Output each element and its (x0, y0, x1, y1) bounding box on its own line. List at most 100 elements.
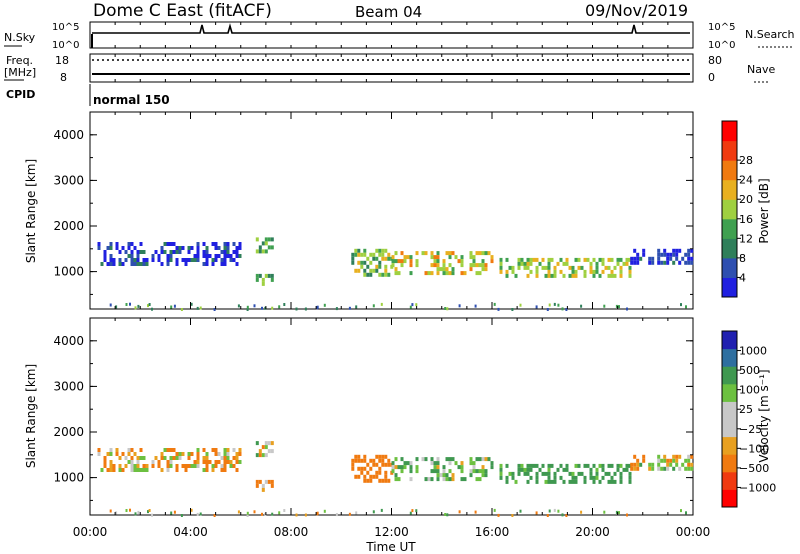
data-cell (616, 261, 620, 266)
data-cell (166, 262, 170, 266)
data-cell (451, 457, 455, 462)
data-cell (628, 463, 632, 468)
data-cell (630, 466, 634, 471)
data-cell (526, 257, 530, 262)
data-cell (403, 259, 407, 264)
data-cell (172, 448, 176, 452)
data-cell (232, 464, 236, 468)
data-cell (595, 265, 599, 270)
data-cell (142, 468, 146, 472)
data-cell (684, 458, 688, 463)
freq-tick-top: 18 (55, 54, 69, 67)
data-cell (157, 460, 161, 464)
data-cell (669, 256, 673, 261)
data-cell (316, 305, 319, 309)
data-cell (323, 509, 326, 513)
data-cell (577, 463, 581, 468)
data-cell (592, 257, 596, 262)
colorbar-tick-label: 500 (739, 364, 760, 377)
data-cell (541, 463, 545, 468)
data-cell (235, 250, 239, 254)
data-cell (400, 263, 404, 268)
data-cell (160, 250, 164, 254)
data-cell (430, 457, 434, 462)
data-cell (613, 471, 617, 476)
data-cell (363, 248, 367, 253)
data-cell (454, 255, 458, 260)
data-cell (187, 464, 191, 468)
data-cell (469, 255, 473, 260)
data-cell (610, 463, 614, 468)
data-cell (187, 456, 191, 460)
data-cell (675, 454, 679, 459)
colorbar-segment (722, 436, 737, 455)
data-cell (415, 263, 419, 268)
data-cell (232, 250, 236, 254)
data-cell (595, 471, 599, 476)
data-cell (109, 509, 112, 513)
data-cell (547, 265, 551, 270)
data-cell (133, 262, 137, 266)
data-cell (387, 256, 391, 261)
data-cell (499, 257, 503, 262)
data-cell (175, 250, 179, 254)
data-cell (223, 250, 227, 254)
data-cell (226, 448, 230, 452)
data-cell (270, 483, 274, 488)
data-cell (445, 251, 449, 256)
data-cell (535, 273, 539, 278)
data-cell (255, 277, 259, 282)
data-cell (354, 248, 358, 253)
data-cell (357, 474, 361, 479)
data-cell (436, 469, 440, 474)
data-cell (375, 454, 379, 459)
data-cell (378, 272, 382, 277)
x-tick-label: 12:00 (374, 525, 409, 539)
data-cell (687, 462, 691, 467)
data-cell (535, 471, 539, 476)
data-cell (184, 258, 188, 262)
data-cell (546, 514, 549, 517)
data-cell (672, 252, 676, 257)
data-cell (261, 277, 265, 282)
data-cell (508, 471, 512, 476)
data-cell (481, 469, 485, 474)
data-cell (270, 441, 274, 446)
data-cell (351, 466, 355, 471)
colorbar-segment (722, 160, 737, 181)
data-cell (375, 268, 379, 273)
data-cell (232, 242, 236, 246)
freq-tick-bottom: 8 (60, 71, 67, 84)
data-cell (267, 273, 271, 278)
data-cell (109, 448, 113, 452)
data-cell (160, 452, 164, 456)
data-cell (526, 273, 530, 278)
data-cell (381, 272, 385, 277)
data-cell (553, 302, 556, 306)
data-cell (433, 259, 437, 264)
data-cell (642, 248, 646, 253)
data-cell (433, 465, 437, 470)
data-cell (526, 479, 530, 484)
colorbar-tick-label: 12 (739, 232, 753, 245)
data-cell (657, 256, 661, 261)
nave-tick-top: 80 (708, 54, 722, 67)
data-cell (607, 257, 611, 262)
data-cell (400, 469, 404, 474)
data-cell (354, 474, 358, 479)
data-cell (487, 251, 491, 256)
data-cell (258, 479, 262, 484)
data-cell (574, 257, 578, 262)
data-cell (595, 261, 599, 266)
data-cell (261, 445, 265, 450)
data-cell (220, 250, 224, 254)
colorbar-tick-label: 1000 (739, 345, 767, 358)
data-cell (548, 303, 551, 307)
nave-label: Nave (747, 63, 775, 76)
data-cell (672, 248, 676, 253)
data-cell (220, 464, 224, 468)
data-cell (529, 261, 533, 266)
data-cell (672, 466, 676, 471)
data-cell (172, 250, 176, 254)
data-cell (633, 256, 637, 261)
